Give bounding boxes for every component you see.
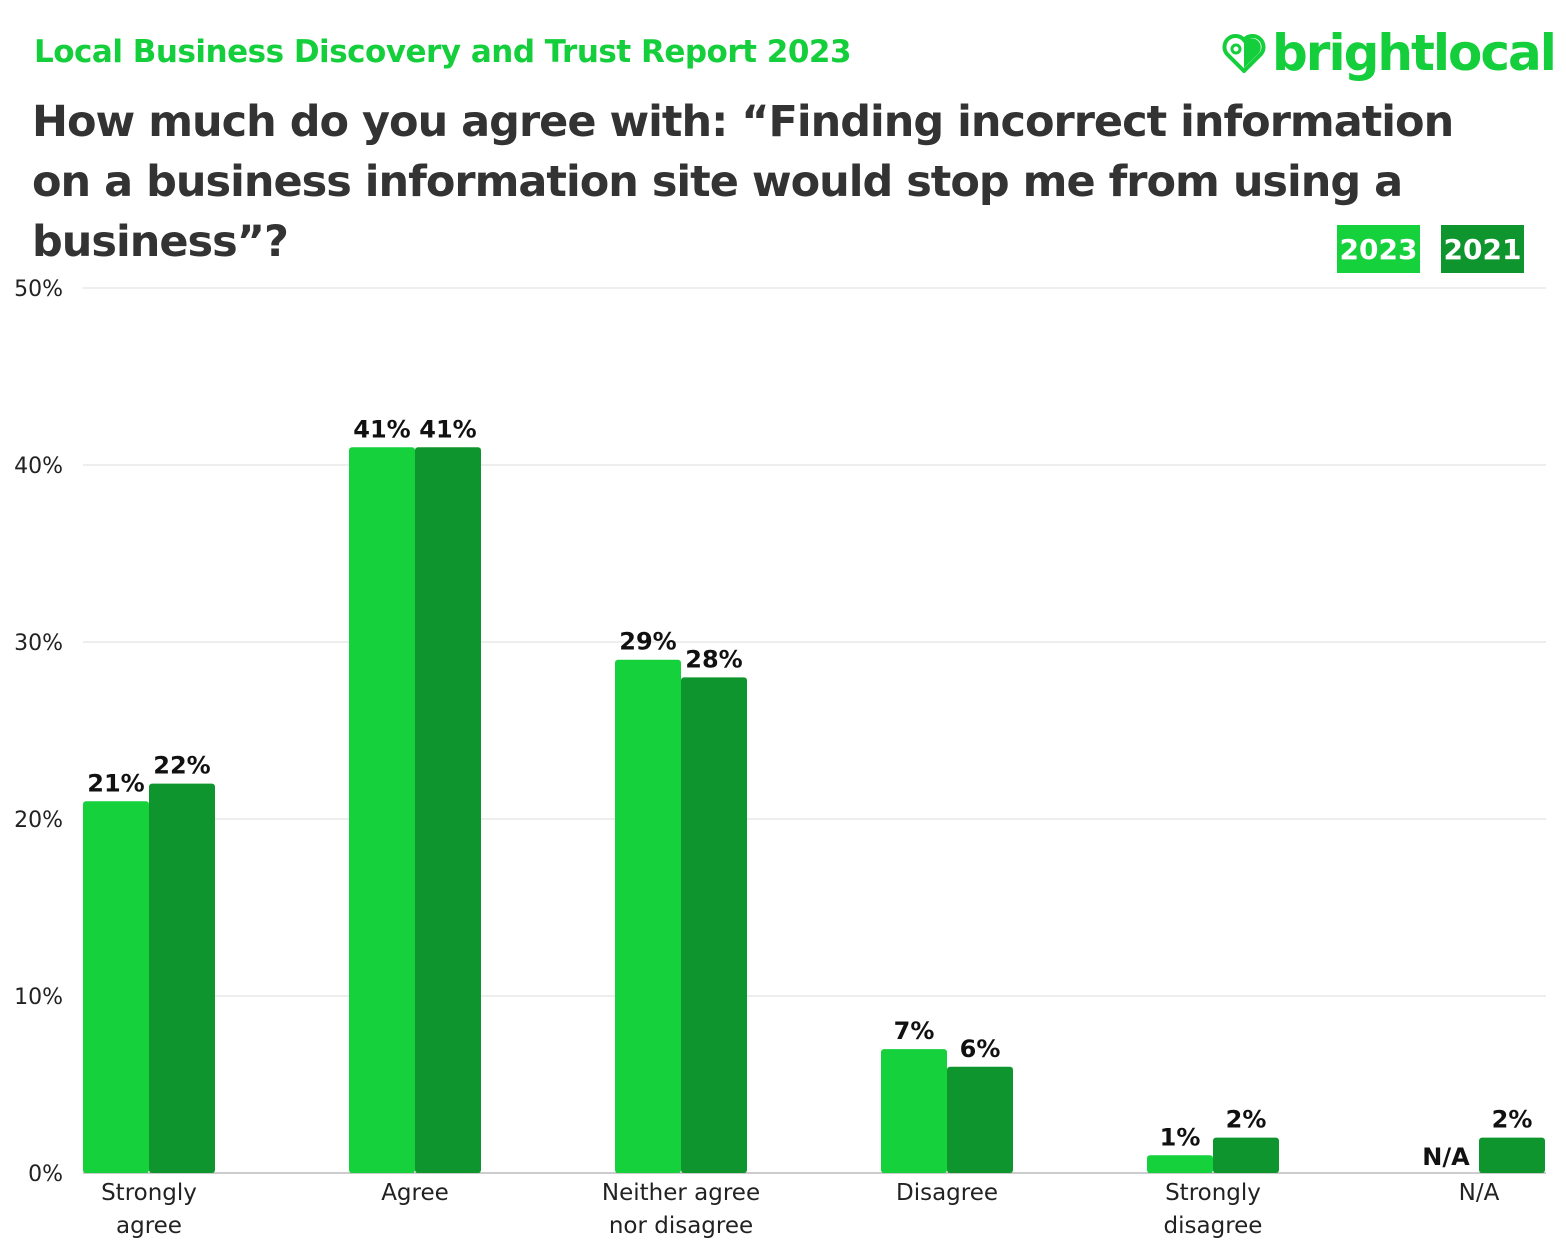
bar-2023 bbox=[615, 659, 681, 1173]
x-category-label: Strongly agree bbox=[101, 1180, 197, 1239]
data-label-2023: 41% bbox=[353, 415, 410, 443]
x-category-label: Strongly disagree bbox=[1164, 1180, 1263, 1239]
bar-2023 bbox=[1147, 1155, 1213, 1173]
bar-2023 bbox=[83, 801, 149, 1173]
y-tick-label: 0% bbox=[28, 1162, 63, 1187]
y-tick-label: 30% bbox=[14, 631, 63, 656]
report-subtitle: Local Business Discovery and Trust Repor… bbox=[34, 34, 852, 70]
x-category-label: Agree bbox=[381, 1180, 449, 1206]
data-label-2021: 6% bbox=[960, 1035, 1001, 1063]
y-tick-label: 40% bbox=[14, 454, 63, 479]
bar-2021 bbox=[149, 783, 215, 1173]
data-label-2023: 29% bbox=[619, 628, 676, 656]
data-label-2021: 22% bbox=[153, 752, 210, 780]
chart-title: How much do you agree with: “Finding inc… bbox=[32, 97, 1454, 267]
x-category-label: Neither agree nor disagree bbox=[602, 1180, 760, 1239]
bar-2021 bbox=[415, 447, 481, 1173]
data-label-2023: 1% bbox=[1160, 1123, 1201, 1151]
data-label-2021: 2% bbox=[1226, 1106, 1267, 1134]
data-label-2023: N/A bbox=[1422, 1143, 1470, 1171]
data-label-2021: 41% bbox=[419, 415, 476, 443]
y-tick-label: 50% bbox=[14, 277, 63, 302]
x-category-label: Disagree bbox=[896, 1180, 998, 1206]
y-tick-label: 10% bbox=[14, 985, 63, 1010]
brightlocal-logo: brightlocal bbox=[1222, 24, 1557, 82]
bar-2023 bbox=[349, 447, 415, 1173]
legend-2023: 2023 bbox=[1337, 225, 1420, 273]
bar-2021 bbox=[681, 677, 747, 1173]
bar-2021 bbox=[1213, 1137, 1279, 1173]
data-label-2023: 7% bbox=[894, 1017, 935, 1045]
bar-2021 bbox=[1479, 1137, 1545, 1173]
data-label-2021: 28% bbox=[685, 645, 742, 673]
data-label-2021: 2% bbox=[1492, 1106, 1533, 1134]
x-category-label: N/A bbox=[1459, 1180, 1500, 1206]
bar-2023 bbox=[881, 1049, 947, 1173]
logo-text: brightlocal bbox=[1272, 24, 1557, 82]
data-label-2023: 21% bbox=[87, 769, 144, 797]
bar-2021 bbox=[947, 1066, 1013, 1173]
legend-2021: 2021 bbox=[1441, 225, 1524, 273]
heart-pin-icon bbox=[1222, 34, 1266, 73]
y-tick-label: 20% bbox=[14, 808, 63, 833]
